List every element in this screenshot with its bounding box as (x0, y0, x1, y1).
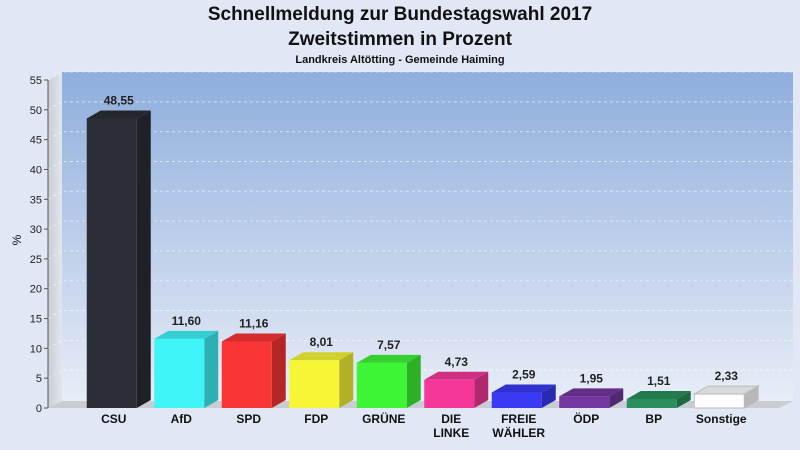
category-label: DIE (441, 412, 461, 426)
y-tick-label: 15 (30, 314, 42, 326)
chart-title: Schnellmeldung zur Bundestagswahl 2017 (207, 4, 593, 25)
bar-top (356, 354, 421, 363)
bar-top (86, 110, 151, 119)
bar-4 (289, 352, 354, 408)
y-tick-label: 30 (30, 224, 42, 236)
value-label: 4,73 (445, 355, 469, 369)
bar-9 (626, 390, 691, 408)
bar-top (221, 333, 286, 342)
chart-caption: Landkreis Altötting - Gemeinde Haiming (295, 54, 505, 66)
value-label: 1,95 (580, 371, 604, 385)
y-tick-label: 50 (30, 105, 42, 117)
category-label: FREIE (501, 412, 536, 426)
category-label: BP (645, 412, 662, 426)
bar-top (424, 371, 489, 380)
bar-5 (356, 354, 421, 408)
category-label: FDP (304, 412, 328, 426)
bar-8 (559, 388, 624, 408)
bar-front (491, 392, 542, 408)
bar-top (491, 384, 556, 393)
bar-front (693, 393, 745, 409)
bar-side (406, 354, 421, 408)
chart-subtitle: Zweitstimmen in Prozent (288, 29, 512, 50)
bar-side (609, 388, 624, 408)
category-label: ÖDP (573, 411, 599, 426)
bar-top (289, 352, 354, 361)
bar-side (204, 330, 219, 408)
category-label: SPD (236, 412, 261, 426)
bar-7 (491, 384, 556, 408)
bar-front (626, 398, 677, 408)
bar-top (626, 390, 691, 399)
value-label: 11,16 (239, 316, 269, 330)
bar-front (289, 360, 340, 408)
category-label: LINKE (433, 426, 469, 440)
bar-front (356, 362, 407, 408)
value-label: 11,60 (172, 314, 202, 328)
value-label: 7,57 (377, 338, 401, 352)
y-tick-label: 45 (30, 135, 42, 147)
bar-2 (154, 330, 219, 408)
value-label: 2,59 (512, 368, 536, 382)
bar-front (154, 338, 205, 408)
bar-1 (86, 110, 151, 408)
y-axis-label: % (10, 234, 24, 245)
value-label: 48,55 (104, 93, 134, 107)
category-label: Sonstige (696, 412, 747, 426)
y-tick-label: 55 (30, 75, 42, 87)
bar-top (154, 330, 219, 339)
bar-front (86, 118, 137, 408)
y-tick-label: 35 (30, 194, 42, 206)
value-label: 8,01 (310, 335, 334, 349)
category-label: CSU (101, 412, 126, 426)
value-label: 2,33 (715, 369, 739, 383)
y-tick-label: 0 (36, 403, 42, 415)
bar-front (559, 396, 610, 408)
bar-top (559, 388, 624, 397)
y-tick-label: 20 (30, 284, 42, 296)
category-label: WÄHLER (492, 425, 545, 440)
bar-side (541, 384, 556, 408)
bar-side (474, 371, 489, 408)
bar-side (136, 110, 151, 408)
category-label: GRÜNE (362, 411, 405, 426)
bar-side (339, 352, 354, 408)
value-label: 1,51 (647, 374, 671, 388)
bar-3 (221, 333, 286, 408)
bar-side (271, 333, 286, 408)
bar-front (424, 379, 475, 408)
bar-side (676, 390, 691, 408)
y-tick-label: 40 (30, 164, 42, 176)
y-tick-label: 25 (30, 254, 42, 266)
bar-front (221, 341, 272, 408)
y-tick-label: 5 (36, 373, 42, 385)
y-tick-label: 10 (30, 343, 42, 355)
bar-6 (424, 371, 489, 408)
category-label: AfD (171, 412, 193, 426)
plot-left-wall (48, 72, 62, 408)
bar-10 (692, 385, 761, 409)
